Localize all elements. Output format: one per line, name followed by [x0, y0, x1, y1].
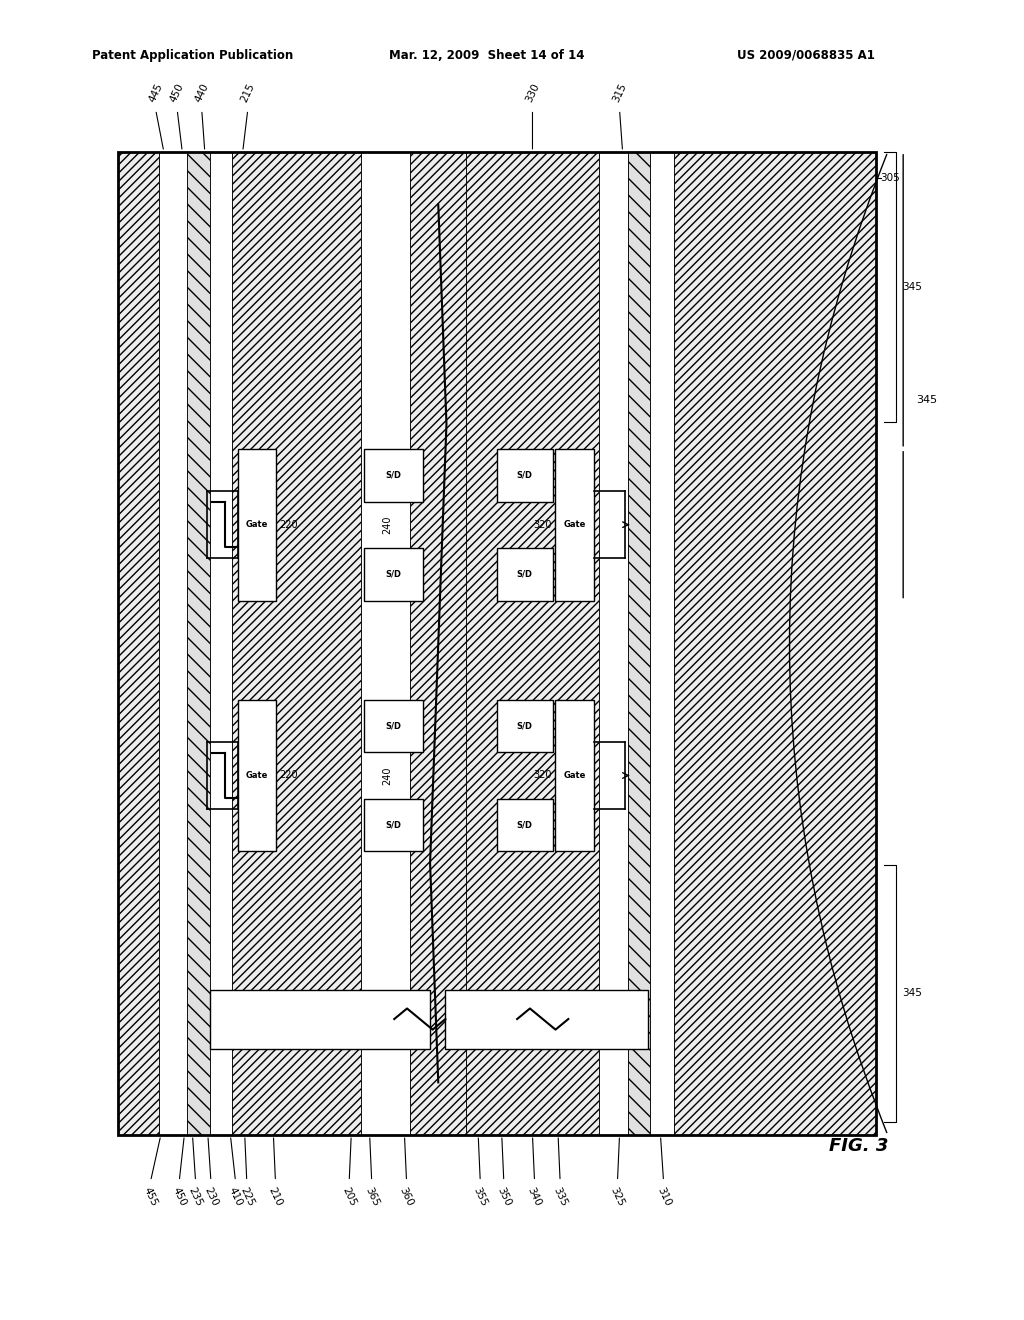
- Text: 235: 235: [186, 1185, 205, 1208]
- Text: S/D: S/D: [385, 722, 401, 730]
- Bar: [364, 548, 423, 601]
- Bar: [361, 152, 410, 1135]
- Bar: [238, 449, 276, 601]
- Bar: [650, 152, 674, 1135]
- Text: S/D: S/D: [517, 821, 532, 829]
- Text: 305: 305: [881, 173, 900, 183]
- Text: S/D: S/D: [385, 570, 401, 578]
- Text: FIG. 3: FIG. 3: [829, 1137, 889, 1155]
- Text: Gate: Gate: [246, 771, 268, 780]
- Text: S/D: S/D: [385, 821, 401, 829]
- Text: 220: 220: [280, 520, 298, 529]
- Text: S/D: S/D: [385, 471, 401, 479]
- Text: 360: 360: [397, 1185, 416, 1208]
- Bar: [364, 449, 423, 502]
- Bar: [159, 152, 187, 1135]
- Bar: [497, 700, 553, 752]
- Text: 240: 240: [382, 766, 392, 785]
- Text: 350: 350: [495, 1185, 513, 1208]
- Text: Gate: Gate: [563, 771, 586, 780]
- Text: S/D: S/D: [517, 570, 532, 578]
- Text: Gate: Gate: [246, 520, 268, 529]
- Bar: [599, 152, 628, 1135]
- Text: 440: 440: [193, 82, 211, 104]
- Text: Gate: Gate: [563, 520, 586, 529]
- Bar: [497, 548, 553, 601]
- Text: 325: 325: [608, 1185, 627, 1208]
- Bar: [187, 152, 210, 1135]
- Bar: [210, 152, 232, 1135]
- Text: 230: 230: [202, 1185, 220, 1208]
- Text: 330: 330: [523, 82, 542, 104]
- Text: 215: 215: [239, 82, 257, 104]
- Bar: [466, 152, 599, 1135]
- Bar: [674, 152, 876, 1135]
- Text: 365: 365: [362, 1185, 381, 1208]
- Text: 345: 345: [902, 282, 922, 292]
- Text: 310: 310: [654, 1185, 673, 1208]
- Bar: [118, 152, 159, 1135]
- Bar: [410, 152, 466, 1135]
- Text: 450: 450: [168, 82, 186, 104]
- Text: 220: 220: [280, 771, 298, 780]
- Text: S/D: S/D: [517, 471, 532, 479]
- Bar: [497, 449, 553, 502]
- Text: 345: 345: [916, 396, 938, 405]
- Bar: [628, 152, 650, 1135]
- Text: 320: 320: [534, 520, 552, 529]
- Text: 450: 450: [170, 1185, 188, 1208]
- Bar: [445, 990, 648, 1049]
- Text: Mar. 12, 2009  Sheet 14 of 14: Mar. 12, 2009 Sheet 14 of 14: [389, 49, 585, 62]
- Text: 340: 340: [525, 1185, 544, 1208]
- Text: 210: 210: [266, 1185, 285, 1208]
- Text: 240: 240: [382, 515, 392, 535]
- Text: S/D: S/D: [517, 722, 532, 730]
- Bar: [364, 799, 423, 851]
- Text: 205: 205: [340, 1185, 358, 1208]
- Bar: [118, 152, 876, 1135]
- Bar: [232, 152, 361, 1135]
- Bar: [555, 449, 594, 601]
- Text: 345: 345: [902, 989, 922, 998]
- Bar: [238, 700, 276, 851]
- Text: 455: 455: [141, 1185, 160, 1208]
- Bar: [497, 799, 553, 851]
- Bar: [210, 990, 430, 1049]
- Text: 355: 355: [471, 1185, 489, 1208]
- Bar: [555, 700, 594, 851]
- Text: 410: 410: [226, 1185, 245, 1208]
- Text: Patent Application Publication: Patent Application Publication: [92, 49, 294, 62]
- Text: 445: 445: [146, 82, 165, 104]
- Text: 335: 335: [551, 1185, 569, 1208]
- Text: 315: 315: [610, 82, 629, 104]
- Text: US 2009/0068835 A1: US 2009/0068835 A1: [737, 49, 876, 62]
- Text: 320: 320: [534, 771, 552, 780]
- Bar: [118, 152, 876, 1135]
- Bar: [364, 700, 423, 752]
- Text: 225: 225: [238, 1185, 256, 1208]
